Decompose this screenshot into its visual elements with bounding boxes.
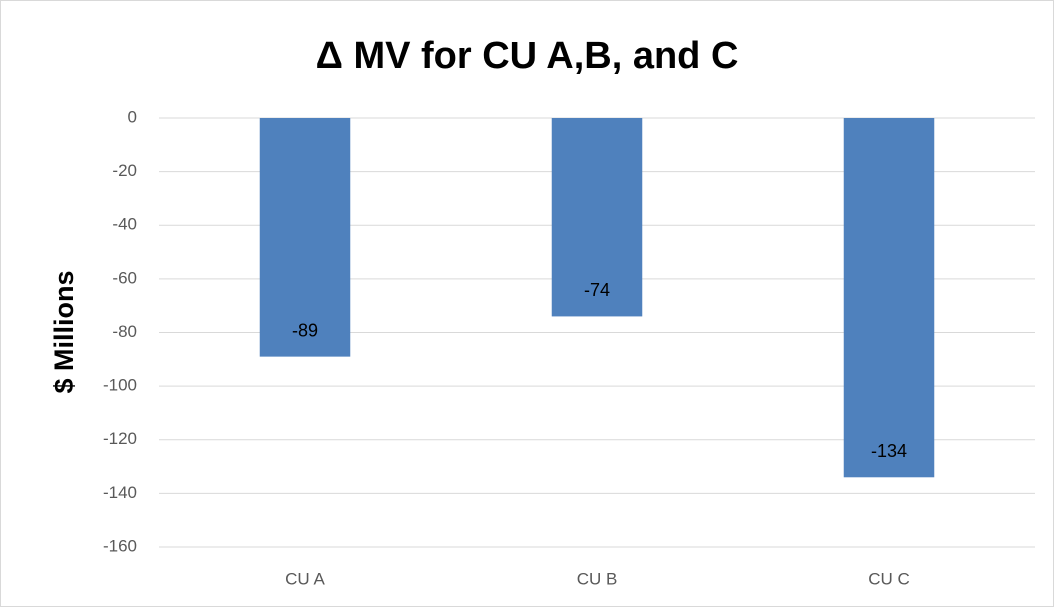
y-tick-label: -80 <box>112 322 137 341</box>
y-tick-label: -140 <box>103 483 137 502</box>
y-tick-label: -160 <box>103 536 137 555</box>
y-tick-label: 0 <box>128 107 137 126</box>
y-tick-label: -60 <box>112 268 137 287</box>
x-tick-label: CU B <box>577 569 618 588</box>
y-tick-label: -40 <box>112 215 137 234</box>
chart-title: Δ MV for CU A,B, and C <box>316 35 739 77</box>
y-axis-label: $ Millions <box>49 270 79 393</box>
y-tick-label: -100 <box>103 376 137 395</box>
bar <box>259 118 351 357</box>
x-tick-label: CU A <box>285 569 325 588</box>
data-label: -89 <box>292 320 318 340</box>
data-label: -134 <box>871 441 907 461</box>
x-tick-label: CU C <box>868 569 910 588</box>
y-tick-label: -120 <box>103 429 137 448</box>
y-tick-label: -20 <box>112 161 137 180</box>
bar <box>843 118 935 478</box>
bar <box>551 118 643 317</box>
data-label: -74 <box>584 280 610 300</box>
